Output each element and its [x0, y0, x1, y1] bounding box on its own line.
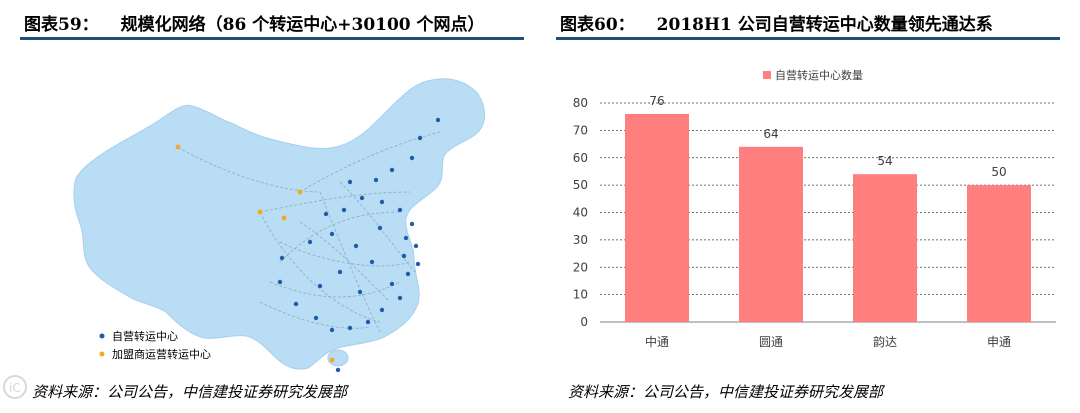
data-label: 50	[991, 165, 1006, 179]
y-tick-label: 70	[573, 123, 588, 137]
y-tick-label: 50	[573, 178, 588, 192]
data-label: 64	[763, 127, 778, 141]
x-tick-label: 申通	[987, 335, 1011, 349]
legend-swatch	[763, 71, 771, 79]
bar	[853, 174, 917, 322]
bar-chart: 自营转运中心数量 0 10 20 30 40 50 60 70 80 76 64 54 50 中通 圆通…	[573, 68, 1056, 349]
franchise-hub-dots	[175, 144, 335, 363]
bar	[739, 146, 803, 322]
bar	[967, 185, 1031, 322]
legend-label-franchise: 加盟商运营转运中心	[112, 347, 211, 361]
watermark-logo: iC	[3, 375, 27, 399]
china-network-map: 自营转运中心 加盟商运营转运中心	[73, 78, 485, 373]
right-figure-title: 图表60： 2018H1 公司自营转运中心数量领先通达系	[560, 10, 1060, 35]
route-lines	[177, 131, 441, 333]
legend-marker-self-operated	[99, 333, 105, 339]
left-panel: 图表59： 规模化网络（86 个转运中心+30100 个网点）	[20, 0, 524, 413]
data-label: 54	[877, 154, 892, 168]
watermark: iC	[0, 372, 130, 412]
y-tick-label: 0	[580, 315, 588, 329]
x-tick-label: 圆通	[759, 335, 783, 349]
china-map-shape	[73, 78, 485, 370]
legend-label-self-operated: 自营转运中心	[112, 329, 178, 343]
x-tick-label: 韵达	[873, 334, 897, 349]
data-label: 76	[649, 94, 664, 108]
right-figure-number: 图表60：	[560, 15, 635, 35]
y-tick-label: 30	[573, 233, 588, 247]
svg-text:iC: iC	[9, 381, 21, 395]
right-panel: 图表60： 2018H1 公司自营转运中心数量领先通达系 自营转运中心数量 0 10…	[556, 0, 1060, 413]
left-figure-number: 图表59：	[24, 15, 99, 35]
self-operated-hub-dots	[277, 117, 441, 373]
y-tick-label: 10	[573, 288, 588, 302]
right-title-rule	[556, 37, 1060, 40]
left-figure-title: 图表59： 规模化网络（86 个转运中心+30100 个网点）	[24, 10, 524, 35]
right-source-note: 资料来源：公司公告，中信建投证券研究发展部	[568, 383, 884, 401]
x-tick-label: 中通	[645, 334, 669, 349]
y-tick-label: 80	[573, 96, 588, 110]
y-tick-label: 20	[573, 260, 588, 274]
y-tick-label: 40	[573, 206, 588, 220]
left-source-note: 资料来源：公司公告，中信建投证券研究发展部	[32, 383, 348, 401]
left-title-rule	[20, 37, 524, 40]
map-legend: 自营转运中心 加盟商运营转运中心	[99, 329, 211, 361]
bar	[625, 113, 689, 322]
chart-legend: 自营转运中心数量	[763, 68, 863, 82]
legend-marker-franchise	[99, 351, 105, 357]
y-tick-label: 60	[573, 151, 588, 165]
right-figure-caption: 2018H1 公司自营转运中心数量领先通达系	[656, 15, 993, 35]
left-figure-caption: 规模化网络（86 个转运中心+30100 个网点）	[120, 15, 485, 35]
legend-label: 自营转运中心数量	[775, 68, 863, 82]
